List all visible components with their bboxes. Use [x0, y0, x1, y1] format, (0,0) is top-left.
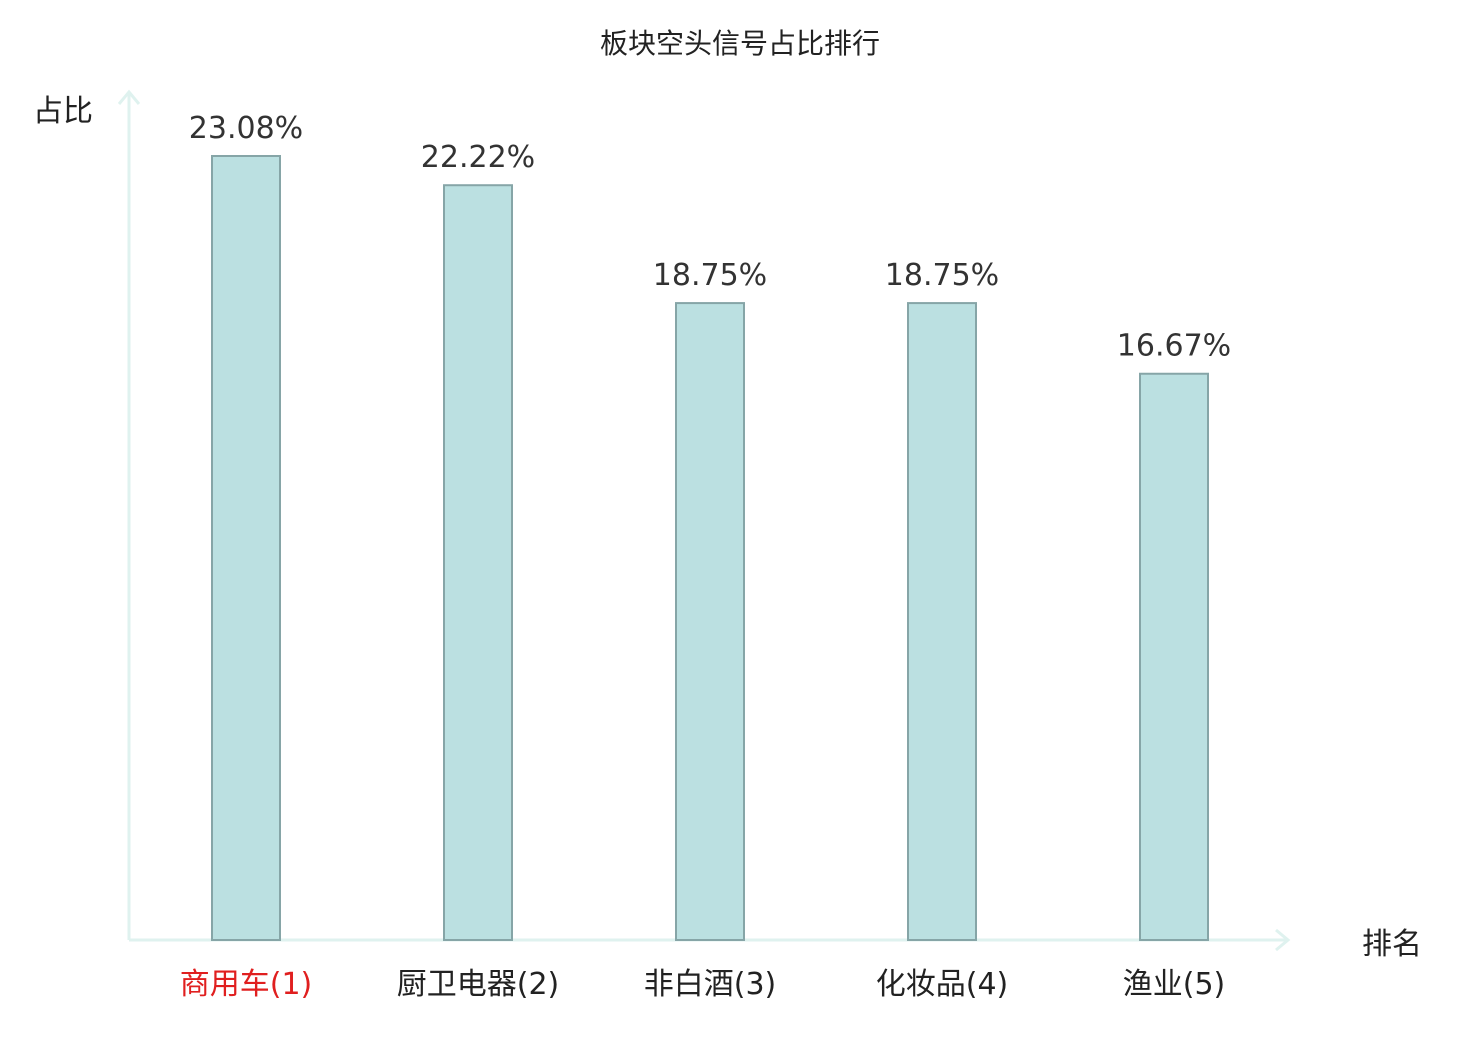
bar-value-label: 18.75%	[885, 258, 999, 293]
category-tick-label: 化妆品(4)	[876, 967, 1009, 1002]
category-tick-label: 厨卫电器(2)	[397, 967, 560, 1002]
x-axis-label: 排名	[1362, 927, 1422, 962]
bar-value-label: 18.75%	[653, 258, 767, 293]
bar	[907, 302, 977, 942]
bar	[211, 155, 281, 941]
y-axis-arrow-icon	[117, 89, 141, 105]
x-axis-arrow-icon	[1275, 928, 1291, 952]
chart-title: 板块空头信号占比排行	[600, 27, 880, 60]
bar	[1139, 372, 1209, 941]
bar-value-label: 22.22%	[421, 140, 535, 175]
bar	[675, 302, 745, 942]
bar-value-label: 23.08%	[189, 111, 303, 146]
category-tick-label: 商用车(1)	[180, 967, 313, 1002]
bar	[443, 184, 513, 941]
bars-group	[211, 155, 1209, 942]
value-labels-group: 23.08% 22.22% 18.75% 18.75% 16.67%	[189, 111, 1231, 364]
category-labels-group: 商用车(1) 厨卫电器(2) 非白酒(3) 化妆品(4) 渔业(5)	[180, 967, 1226, 1002]
category-tick-label: 非白酒(3)	[644, 967, 777, 1002]
y-axis-label: 占比	[33, 94, 93, 129]
category-tick-label: 渔业(5)	[1123, 967, 1226, 1002]
bar-value-label: 16.67%	[1117, 329, 1231, 364]
